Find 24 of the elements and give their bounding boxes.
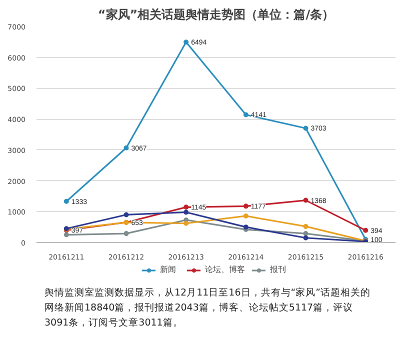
point bbox=[64, 198, 69, 204]
point bbox=[124, 145, 129, 150]
chart-title: “家风”相关话题舆情走势图（单位：篇/条） bbox=[98, 8, 334, 22]
point bbox=[303, 224, 308, 229]
point bbox=[363, 228, 368, 233]
point bbox=[184, 220, 189, 226]
point bbox=[243, 213, 248, 218]
point bbox=[303, 235, 308, 240]
point bbox=[303, 126, 308, 131]
text: 舆情监测室监测数据显示，从12月11日至16日，共有与“家风”话题相关的网络新闻18840篇，报刊报道2043篇，博客、论坛帖文5117篇，评议3091条，订阅号文章3011篇。 bbox=[44, 286, 371, 328]
point bbox=[243, 112, 248, 118]
point bbox=[184, 210, 189, 215]
point bbox=[124, 212, 129, 218]
point bbox=[303, 231, 308, 236]
point bbox=[184, 204, 189, 210]
legend-label: 论坛、博客 bbox=[205, 264, 245, 275]
legend-label: 新闻 bbox=[160, 264, 177, 275]
point bbox=[243, 204, 248, 209]
point bbox=[64, 232, 69, 238]
point bbox=[124, 231, 129, 236]
point bbox=[243, 224, 248, 230]
point bbox=[303, 198, 308, 203]
legend-label: 报刊 bbox=[270, 264, 287, 275]
point bbox=[184, 40, 189, 45]
